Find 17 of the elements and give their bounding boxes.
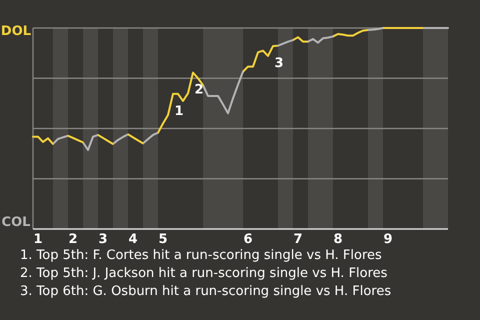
text: 3. Top 6th: G. Osburn hit a run-scoring single vs H. Flores — [20, 284, 392, 299]
x-tick-label: 5 — [158, 232, 168, 247]
text: DOL — [0, 24, 32, 39]
x-tick-label: 8 — [333, 232, 343, 247]
x-tick-label: 6 — [243, 232, 253, 247]
x-tick-label: 7 — [293, 232, 303, 247]
annotation: 1 — [174, 104, 184, 119]
annotation: 2 — [194, 82, 204, 98]
text: 2. Top 5th: J. Jackson hit a run-scoring single vs H. Flores — [20, 266, 388, 281]
annotation: 3 — [274, 56, 284, 72]
text: COL — [2, 215, 30, 230]
x-tick-label: 4 — [128, 232, 138, 247]
x-tick-label: 2 — [68, 232, 78, 247]
text: 1. Top 5th: F. Cortes hit a run-scoring single vs H. Flores — [20, 248, 382, 263]
x-tick-label: 9 — [383, 232, 393, 247]
x-tick-label: 1 — [33, 232, 43, 247]
x-tick-label: 3 — [98, 232, 108, 247]
